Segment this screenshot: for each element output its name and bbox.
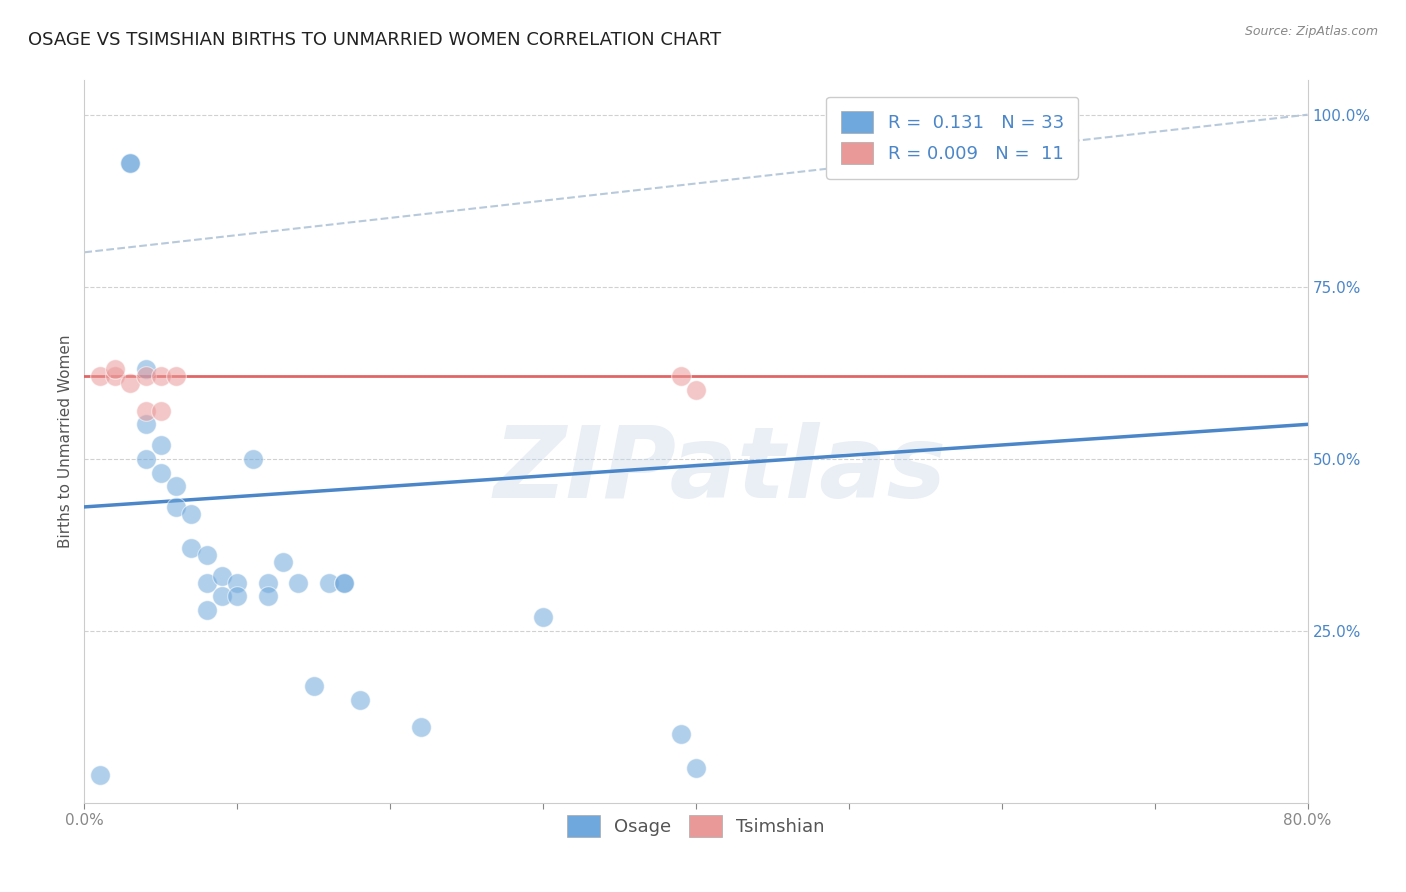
- Point: [287, 575, 309, 590]
- Point: [226, 590, 249, 604]
- Point: [89, 768, 111, 782]
- Point: [120, 156, 142, 170]
- Point: [180, 507, 202, 521]
- Point: [120, 376, 142, 390]
- Point: [333, 575, 356, 590]
- Point: [226, 575, 249, 590]
- Legend: Osage, Tsimshian: Osage, Tsimshian: [560, 808, 832, 845]
- Point: [195, 548, 218, 562]
- Point: [89, 369, 111, 384]
- Y-axis label: Births to Unmarried Women: Births to Unmarried Women: [58, 334, 73, 549]
- Point: [257, 590, 280, 604]
- Text: ZIPatlas: ZIPatlas: [494, 422, 948, 519]
- Point: [685, 383, 707, 397]
- Point: [165, 479, 187, 493]
- Point: [318, 575, 340, 590]
- Point: [104, 362, 127, 376]
- Text: Source: ZipAtlas.com: Source: ZipAtlas.com: [1244, 25, 1378, 38]
- Point: [195, 603, 218, 617]
- Point: [685, 761, 707, 775]
- Point: [149, 438, 172, 452]
- Point: [349, 692, 371, 706]
- Point: [165, 369, 187, 384]
- Point: [333, 575, 356, 590]
- Point: [669, 369, 692, 384]
- Point: [165, 500, 187, 514]
- Point: [211, 590, 233, 604]
- Point: [271, 555, 294, 569]
- Point: [120, 156, 142, 170]
- Point: [135, 369, 157, 384]
- Point: [409, 720, 432, 734]
- Point: [195, 575, 218, 590]
- Point: [135, 362, 157, 376]
- Point: [211, 568, 233, 582]
- Point: [669, 727, 692, 741]
- Point: [531, 610, 554, 624]
- Point: [135, 451, 157, 466]
- Point: [149, 466, 172, 480]
- Point: [257, 575, 280, 590]
- Point: [135, 417, 157, 432]
- Text: OSAGE VS TSIMSHIAN BIRTHS TO UNMARRIED WOMEN CORRELATION CHART: OSAGE VS TSIMSHIAN BIRTHS TO UNMARRIED W…: [28, 31, 721, 49]
- Point: [180, 541, 202, 556]
- Point: [302, 679, 325, 693]
- Point: [104, 369, 127, 384]
- Point: [135, 403, 157, 417]
- Point: [149, 403, 172, 417]
- Point: [242, 451, 264, 466]
- Point: [149, 369, 172, 384]
